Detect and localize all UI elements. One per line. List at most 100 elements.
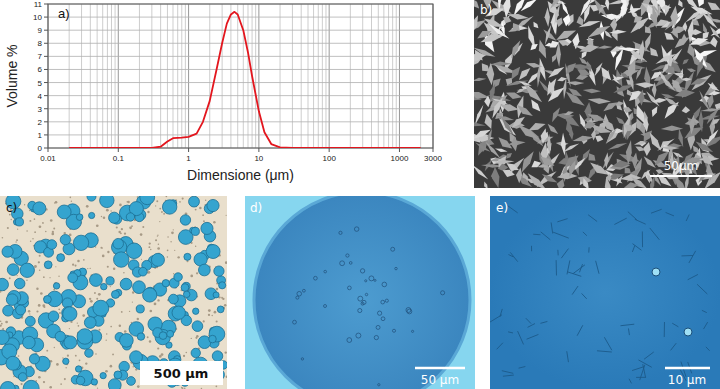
crystal xyxy=(577,69,590,76)
speckle xyxy=(94,292,96,294)
speckle xyxy=(64,378,66,380)
microsphere xyxy=(137,333,144,340)
speckle xyxy=(123,272,125,274)
microsphere xyxy=(2,246,13,257)
crystal xyxy=(506,163,519,170)
crystal xyxy=(548,87,564,101)
crystal xyxy=(574,158,585,171)
x-grid-line xyxy=(118,4,119,148)
pore xyxy=(324,305,327,308)
x-tick-label: 1000 xyxy=(391,154,409,163)
crystal xyxy=(539,40,546,59)
minor-grid-line xyxy=(322,4,323,148)
crystal xyxy=(583,118,592,121)
speckle xyxy=(40,292,43,295)
crystal xyxy=(673,73,684,76)
pore xyxy=(381,300,385,304)
speckle xyxy=(17,229,18,230)
crystal xyxy=(579,57,588,64)
sem-image xyxy=(474,0,720,188)
minor-grid-line xyxy=(420,4,421,148)
speckle xyxy=(71,239,72,240)
speckle xyxy=(58,276,59,277)
crystal xyxy=(701,11,717,29)
crystal xyxy=(545,43,554,47)
crystal xyxy=(562,1,569,16)
crystal-edge xyxy=(553,232,569,238)
pore xyxy=(382,282,387,287)
minor-grid-line xyxy=(139,4,140,148)
crystal-edge xyxy=(704,322,708,329)
crystal-edge xyxy=(573,265,585,274)
pore xyxy=(362,300,366,304)
microsphere xyxy=(93,300,109,316)
speckle xyxy=(7,227,9,229)
pore xyxy=(358,296,363,301)
crystal xyxy=(507,14,528,20)
crystal xyxy=(519,68,530,80)
crystal xyxy=(640,123,646,136)
microsphere xyxy=(162,280,169,287)
crystal xyxy=(512,117,525,128)
x-axis-label: Dimensione (μm) xyxy=(187,167,294,183)
crystal xyxy=(561,133,566,156)
speckle xyxy=(69,328,70,329)
crystal-edge xyxy=(640,365,645,380)
x-tick xyxy=(399,148,400,152)
crystal xyxy=(682,22,687,32)
crystal xyxy=(516,89,525,94)
crystal xyxy=(550,0,562,9)
speckle xyxy=(49,386,52,389)
speckle xyxy=(182,387,184,389)
speckle xyxy=(205,200,207,202)
y-tick xyxy=(44,69,48,70)
speckle xyxy=(56,363,59,366)
speckle xyxy=(10,219,11,220)
microsphere xyxy=(127,377,136,386)
speckle xyxy=(202,214,204,216)
y-grid-line xyxy=(48,95,433,96)
microsphere xyxy=(29,354,39,364)
microsphere xyxy=(192,321,203,332)
speckle xyxy=(26,230,28,232)
crystal xyxy=(588,114,606,121)
speckle xyxy=(113,267,115,269)
speckle xyxy=(39,255,41,257)
speckle xyxy=(116,226,118,228)
crystal xyxy=(616,117,625,125)
minor-grid-line xyxy=(318,4,319,148)
y-tick-label: 7 xyxy=(38,52,43,61)
speckle xyxy=(157,235,158,236)
minor-grid-line xyxy=(181,4,182,148)
crystal-edge xyxy=(632,367,644,371)
speckle xyxy=(74,265,76,267)
crystal xyxy=(474,48,495,57)
speckle xyxy=(173,273,174,274)
crystal-edge xyxy=(614,218,626,224)
crystal xyxy=(564,111,574,115)
x-tick-label: 1 xyxy=(186,154,191,163)
microsphere xyxy=(209,335,217,343)
crystal xyxy=(628,8,642,13)
crystal-edge xyxy=(629,379,631,384)
crystal xyxy=(708,2,720,10)
panel-b: b)50µm xyxy=(463,0,720,197)
microsphere xyxy=(44,261,52,269)
crystal xyxy=(475,105,484,126)
microsphere xyxy=(57,254,65,262)
minor-grid-line xyxy=(392,4,393,148)
microsphere xyxy=(0,381,15,389)
speckle xyxy=(0,325,2,327)
image-background xyxy=(490,196,720,389)
crystal xyxy=(700,108,720,111)
crystal xyxy=(661,5,672,10)
minor-grid-line xyxy=(383,4,384,148)
pore xyxy=(376,325,380,329)
speckle xyxy=(102,247,103,248)
y-tick-label: 0 xyxy=(38,144,43,153)
crystal xyxy=(480,34,504,42)
crystal xyxy=(689,29,702,35)
crystal xyxy=(599,5,604,14)
microsphere xyxy=(254,196,470,389)
scale-box xyxy=(140,361,223,385)
